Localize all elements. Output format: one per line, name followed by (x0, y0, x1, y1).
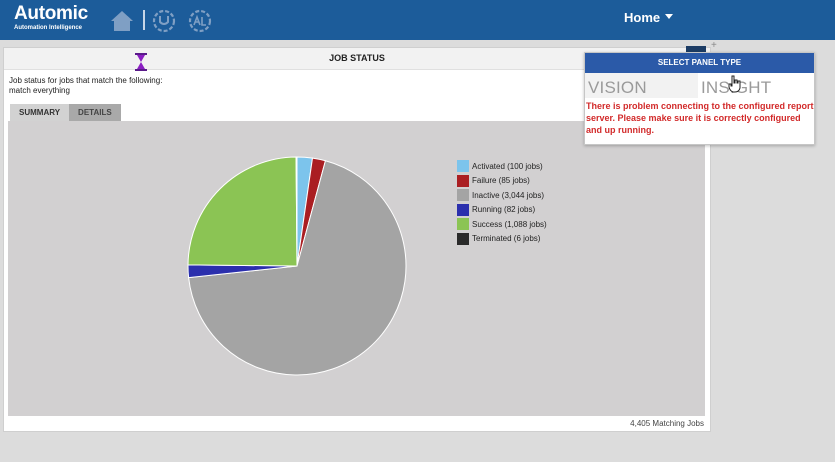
legend-label: Activated (100 jobs) (472, 161, 543, 171)
panel-header: JOB STATUS (4, 48, 710, 71)
legend-item: Running (82 jobs) (457, 203, 547, 218)
legend-swatch (457, 174, 469, 187)
panel-title: JOB STATUS (329, 53, 385, 63)
legend-label: Inactive (3,044 jobs) (472, 190, 545, 200)
panel-tabs: SUMMARY DETAILS (10, 104, 121, 121)
chevron-down-icon (665, 14, 674, 19)
connection-error-message: There is problem connecting to the confi… (586, 101, 814, 135)
panel-control-button[interactable] (686, 46, 706, 54)
pie-slice-inactive[interactable] (188, 160, 407, 376)
legend-label: Running (82 jobs) (472, 205, 536, 215)
hourglass-icon (135, 53, 147, 71)
hand-cursor-icon (728, 75, 741, 93)
legend-item: Success (1,088 jobs) (457, 217, 547, 232)
pie-slice-success[interactable] (187, 156, 298, 267)
filter-description-line1: Job status for jobs that match the follo… (9, 76, 163, 85)
tab-summary[interactable]: SUMMARY (10, 104, 70, 121)
legend-swatch (457, 218, 469, 231)
panel-type-options: VISION INSIGHT (585, 73, 814, 98)
chart-legend: Activated (100 jobs) Failure (85 jobs) Ina… (457, 159, 547, 246)
legend-item: Terminated (6 jobs) (457, 232, 547, 247)
upload-icon[interactable] (152, 9, 176, 33)
legend-swatch (457, 203, 469, 216)
tab-details[interactable]: DETAILS (69, 104, 121, 121)
home-menu-label: Home (624, 10, 661, 25)
chart-area: Activated (100 jobs) Failure (85 jobs) Ina… (8, 121, 705, 416)
legend-swatch (457, 160, 469, 173)
home-icon[interactable] (110, 9, 134, 33)
brand-name: Automic (14, 3, 88, 24)
top-bar: Automic Automation Intelligence Home (0, 0, 835, 40)
automation-logo-icon[interactable] (188, 9, 212, 33)
filter-description: Job status for jobs that match the follo… (9, 76, 162, 96)
option-insight[interactable]: INSIGHT (698, 73, 814, 98)
select-panel-type-popup: SELECT PANEL TYPE VISION INSIGHT There i… (584, 52, 815, 145)
pie-chart (187, 156, 407, 376)
brand-tagline: Automation Intelligence (14, 25, 83, 31)
plus-icon[interactable]: + (711, 40, 717, 51)
legend-swatch (457, 189, 469, 202)
legend-label: Success (1,088 jobs) (472, 219, 547, 229)
popup-title: SELECT PANEL TYPE (585, 53, 814, 73)
nav-divider (143, 10, 145, 30)
legend-swatch (457, 232, 469, 245)
pie-slice-terminated[interactable] (295, 156, 298, 267)
legend-item: Failure (85 jobs) (457, 174, 547, 189)
matching-jobs-count: 4,405 Matching Jobs (630, 419, 704, 428)
filter-description-line2: match everything (9, 86, 70, 95)
legend-item: Inactive (3,044 jobs) (457, 188, 547, 203)
option-vision[interactable]: VISION (585, 73, 698, 98)
home-menu[interactable]: Home (624, 10, 674, 25)
legend-label: Failure (85 jobs) (472, 176, 530, 186)
legend-item: Activated (100 jobs) (457, 159, 547, 174)
legend-label: Terminated (6 jobs) (472, 234, 541, 244)
brand-logo[interactable]: Automic Automation Intelligence (14, 4, 88, 32)
